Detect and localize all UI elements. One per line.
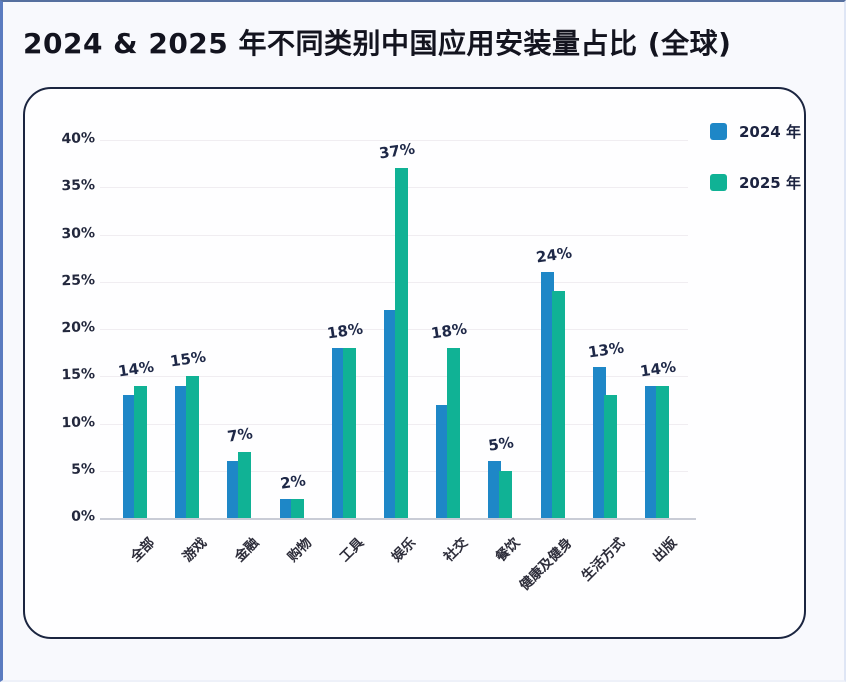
category-label-2: 金融 [232, 534, 263, 566]
gridline-25 [100, 281, 688, 283]
bar-2024-1 [175, 385, 189, 518]
category-label-5: 娱乐 [388, 534, 420, 566]
category-label-3: 购物 [284, 534, 315, 566]
category-label-4: 工具 [336, 534, 367, 566]
y-tick-label-15: 15% [61, 366, 96, 384]
bar-value-label-6: 18% [430, 319, 469, 343]
gridline-35 [100, 187, 688, 189]
bar-2024-3 [279, 499, 293, 518]
bar-2024-6 [436, 404, 450, 518]
bar-value-label-8: 24% [534, 243, 573, 267]
chart-legend: 2024 年 2025 年 [710, 121, 805, 223]
y-tick-label-40: 40% [61, 130, 96, 148]
gridline-30 [100, 234, 688, 236]
bar-2024-4 [331, 347, 345, 518]
legend-item-2025: 2025 年 [710, 172, 805, 193]
category-label-10: 出版 [649, 534, 681, 566]
category-label-1: 游戏 [179, 534, 211, 566]
bar-value-label-9: 13% [586, 338, 625, 362]
bar-2025-3 [290, 499, 304, 518]
bar-2025-0 [134, 385, 147, 518]
category-label-7: 餐饮 [493, 534, 524, 566]
y-tick-label-10: 10% [61, 413, 96, 431]
legend-item-2024: 2024 年 [710, 121, 805, 142]
bar-2025-9 [603, 395, 617, 518]
legend-swatch-2025 [710, 174, 727, 191]
bar-2024-0 [123, 395, 136, 518]
bar-2024-5 [384, 310, 397, 518]
legend-swatch-2024 [710, 123, 727, 140]
bar-2025-7 [499, 470, 513, 518]
bar-2024-8 [540, 272, 554, 518]
gridline-40 [100, 140, 688, 141]
bar-2024-7 [488, 461, 502, 518]
plot-area: 0% 5% 10% 15% 20% 25% 30% 35% 40% 14% 全部 15% 游戏 7% 金融 2… [25, 89, 808, 641]
bar-value-label-5: 37% [377, 139, 417, 163]
y-tick-label-30: 30% [61, 224, 96, 242]
bar-2025-4 [342, 347, 356, 518]
bar-value-label-3: 2% [278, 471, 307, 493]
legend-label-2025: 2025 年 [739, 174, 801, 192]
y-tick-label-25: 25% [61, 271, 96, 290]
bar-2025-6 [447, 347, 461, 518]
y-tick-label-5: 5% [70, 460, 96, 478]
bar-2025-8 [551, 291, 565, 518]
page-title: 2024 & 2025 年不同类别中国应用安装量占比 (全球) [23, 27, 732, 60]
y-tick-label-20: 20% [61, 319, 96, 337]
bar-2024-9 [592, 366, 606, 518]
bar-2025-10 [656, 385, 669, 518]
bar-value-label-7: 5% [487, 433, 516, 455]
chart-card: 0% 5% 10% 15% 20% 25% 30% 35% 40% 14% 全部 15% 游戏 7% 金融 2… [23, 87, 806, 639]
bar-value-label-10: 14% [638, 357, 678, 381]
category-label-0: 全部 [127, 534, 159, 566]
y-tick-label-0: 0% [70, 508, 96, 525]
y-tick-label-35: 35% [61, 177, 96, 195]
category-label-9: 生活方式 [578, 534, 628, 585]
x-axis-line [100, 518, 696, 520]
category-label-6: 社交 [440, 534, 472, 566]
bar-value-label-2: 7% [226, 424, 255, 446]
bar-2025-5 [395, 168, 408, 518]
bar-2025-1 [186, 376, 200, 518]
bar-value-label-4: 18% [325, 319, 364, 343]
bar-2025-2 [238, 451, 252, 518]
bar-value-label-1: 15% [169, 347, 208, 371]
category-label-8: 健康及健身 [516, 534, 576, 594]
bar-2024-10 [645, 385, 658, 518]
bar-2024-2 [227, 461, 241, 518]
legend-label-2024: 2024 年 [739, 123, 801, 141]
